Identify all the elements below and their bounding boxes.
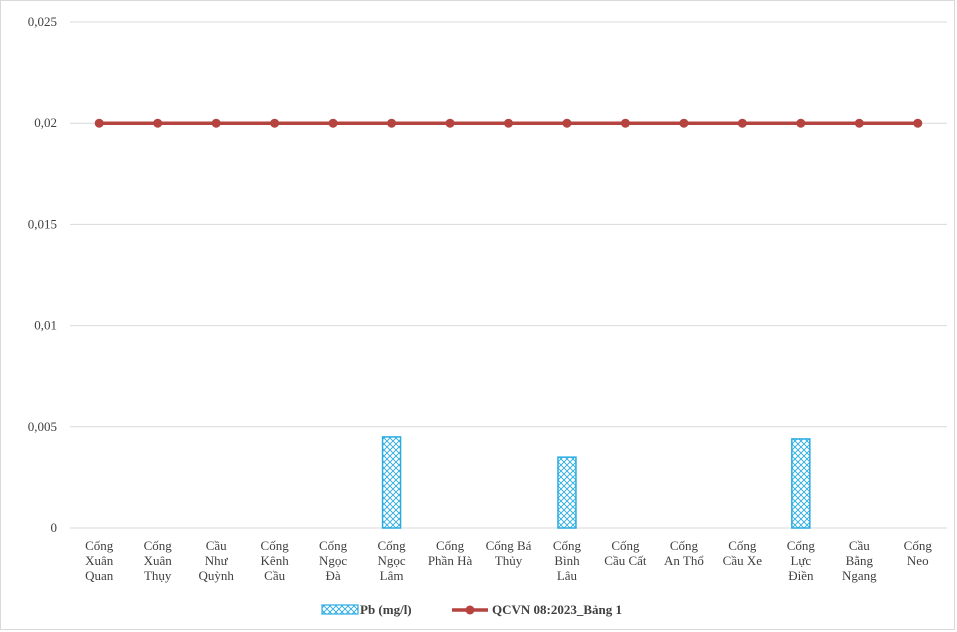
marker-qcvn-4 [328,118,338,128]
marker-qcvn-6 [445,118,455,128]
x-category-label: Cống Ngọc Đà [319,538,348,583]
bar-pb-5 [381,436,402,529]
x-category-label: Cống Xuân Thụy [144,538,173,583]
bar-pb-8 [557,456,577,529]
marker-qcvn-7 [504,118,513,128]
marker-qcvn-2 [211,118,221,128]
bar-pb-12 [791,438,811,529]
legend-marker-qcvn [465,605,475,615]
marker-qcvn-12 [796,118,806,128]
legend-label-qcvn: QCVN 08:2023_Bảng 1 [492,602,622,617]
y-tick-label: 0,025 [28,14,57,29]
marker-qcvn-8 [562,118,572,128]
x-category-label: Cống Bá Thủy [486,538,532,568]
x-category-label: Cống Lực Điền [787,538,816,583]
x-category-label: Cống Bình Lâu [553,538,582,583]
gridlines [70,21,947,529]
x-category-label: Cống Cầu Cất [604,538,647,568]
x-category-label: Cống Neo [904,538,933,568]
y-tick-label: 0,005 [28,419,57,434]
y-tick-label: 0,02 [34,115,57,130]
x-category-label: Cống Cầu Xe [723,538,763,568]
x-category-label: Cống Kênh Cầu [261,538,290,583]
marker-qcvn-1 [153,118,163,128]
line-series [94,118,923,128]
bar-series [381,436,811,529]
legend: Pb (mg/l) QCVN 08:2023_Bảng 1 [321,602,622,617]
x-category-label: Cống An Thổ [664,538,704,568]
legend-label-pb: Pb (mg/l) [360,602,412,617]
x-axis-labels: Cống Xuân Quan Cống Xuân Thụy Cầu Như Quỳnh Cống K… [85,538,932,583]
marker-qcvn-5 [387,118,397,128]
x-category-label: Cầu Bằng Ngang [842,538,877,583]
legend-swatch-pb [321,604,359,615]
x-category-label: Cống Phần Hà [428,538,473,568]
marker-qcvn-3 [270,118,280,128]
x-category-label: Cầu Như Quỳnh [198,538,234,583]
marker-qcvn-13 [854,118,864,128]
x-category-label: Cống Xuân Quan [85,538,114,583]
y-tick-label: 0 [51,520,58,535]
marker-qcvn-9 [620,118,630,128]
x-category-label: Cống Ngọc Lâm [377,538,406,583]
marker-qcvn-0 [94,118,104,128]
marker-qcvn-14 [913,118,923,128]
y-tick-label: 0,015 [28,216,57,231]
y-axis-labels: 0 0,005 0,01 0,015 0,02 0,025 [28,14,57,535]
marker-qcvn-11 [737,118,747,128]
marker-qcvn-10 [679,118,689,128]
y-tick-label: 0,01 [34,318,57,333]
